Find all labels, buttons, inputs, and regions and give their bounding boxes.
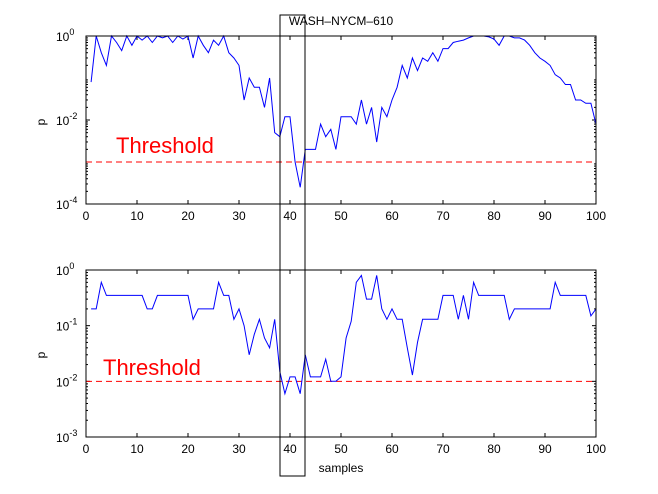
bottom-axes-frame [85,269,597,438]
top-ytick-base: 10 [56,114,70,128]
top-xtick-label: 90 [538,209,552,223]
top-xtick-label: 80 [487,209,501,223]
bottom-ytick-label: 10-1 [56,317,77,334]
bottom-ytick-base: 10 [56,431,70,445]
top-ytick-base: 10 [56,30,70,44]
top-ytick-exp: 0 [69,27,74,37]
bottom-xtick-label: 30 [232,442,246,456]
bottom-xtick-label: 90 [538,442,552,456]
bottom-ytick-label: 100 [56,261,74,278]
top-ytick-exp: -2 [69,111,77,121]
bottom-ytick-exp: 0 [69,261,74,271]
bottom-ytick-exp: -1 [69,317,77,327]
top-xtick-label: 0 [83,209,90,223]
bottom-xtick-label: 20 [181,442,195,456]
top-plot: WASH–NYCM–610 p Threshold 0 10 20 30 40 50 60 7… [34,14,606,223]
top-xtick-label: 20 [181,209,195,223]
bottom-plot: p samples Threshold 0 10 20 30 40 50 60 70 80 90 1… [34,261,606,475]
bottom-ytick-base: 10 [56,264,70,278]
top-xtick-label: 30 [232,209,246,223]
bottom-plot-xlabel: samples [319,461,364,475]
top-plot-title: WASH–NYCM–610 [289,14,394,28]
top-ytick-label: 10-2 [56,111,77,128]
bottom-ytick-label: 10-3 [56,428,77,445]
top-threshold-label: Threshold [116,133,214,158]
top-ytick-label: 10-4 [56,195,77,212]
bottom-xtick-label: 40 [283,442,297,456]
bottom-ytick-base: 10 [56,320,70,334]
bottom-xtick-label: 100 [586,442,606,456]
bottom-ytick-exp: -3 [69,428,77,438]
top-ytick-label: 100 [56,27,74,44]
top-plot-ylabel: p [34,118,48,125]
bottom-plot-ylabel: p [34,351,48,358]
bottom-xtick-label: 60 [385,442,399,456]
bottom-xtick-label: 80 [487,442,501,456]
bottom-xtick-label: 70 [436,442,450,456]
bottom-ytick-label: 10-2 [56,372,77,389]
top-xtick-label: 60 [385,209,399,223]
bottom-xtick-label: 50 [334,442,348,456]
bottom-threshold-label: Threshold [103,355,201,380]
top-xtick-label: 10 [130,209,144,223]
bottom-ytick-base: 10 [56,375,70,389]
bottom-series [91,274,597,396]
highlight-box [279,14,306,477]
top-ytick-base: 10 [56,198,70,212]
top-axes-frame [85,35,597,205]
bottom-series-line [91,274,597,396]
top-xtick-label: 50 [334,209,348,223]
top-xtick-label: 40 [283,209,297,223]
bottom-xtick-label: 10 [130,442,144,456]
top-xtick-label: 70 [436,209,450,223]
top-series-line [90,34,597,188]
top-ytick-exp: -4 [69,195,77,205]
bottom-xtick-label: 0 [83,442,90,456]
top-xtick-label: 100 [586,209,606,223]
bottom-ytick-exp: -2 [69,372,77,382]
top-series [90,34,597,188]
